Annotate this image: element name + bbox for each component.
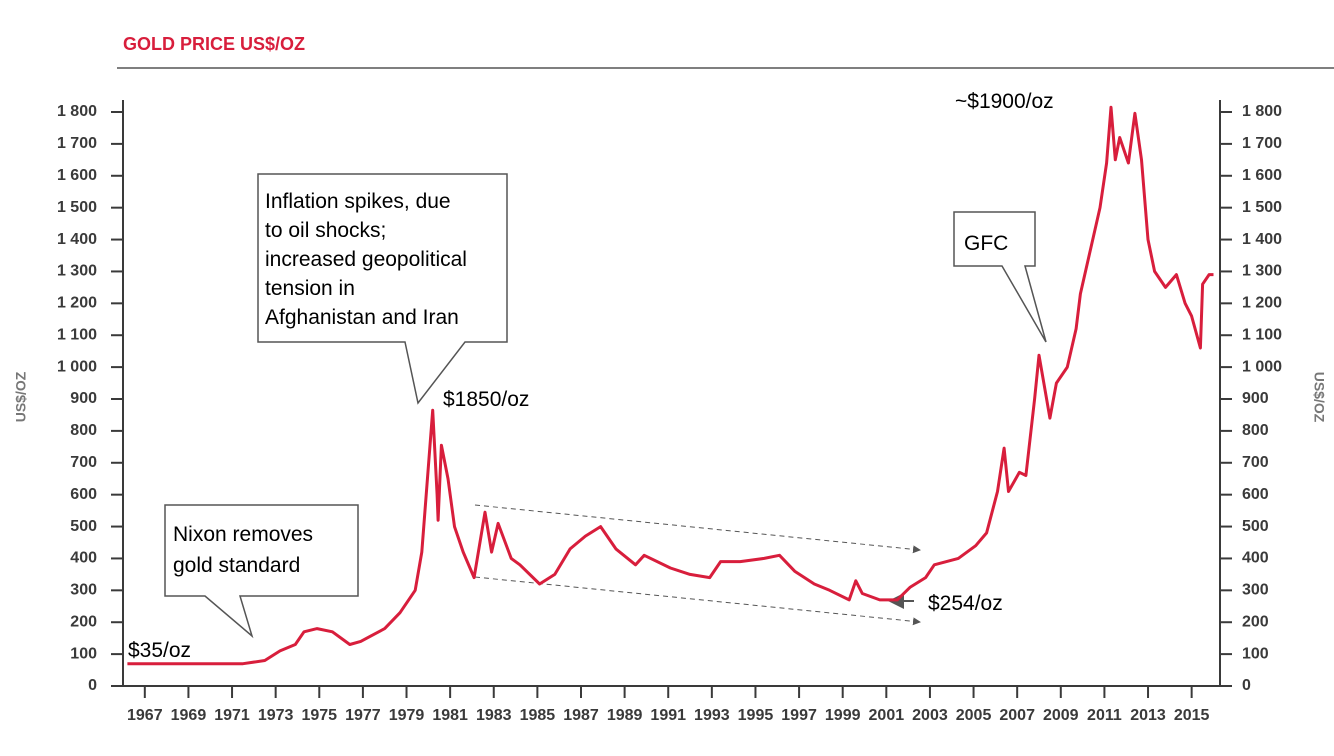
callout-box [257, 173, 508, 405]
x-tick-label: 1983 [476, 707, 512, 724]
y-tick-label: 1 600 [57, 167, 97, 184]
callout-text: Nixon removes [173, 523, 313, 546]
x-tick-label: 1997 [781, 707, 817, 724]
y-tick-label: 700 [70, 454, 97, 471]
y-tick-label: 1 100 [57, 326, 97, 343]
callout-text: gold standard [173, 554, 300, 577]
y-tick-label: 600 [70, 486, 97, 503]
x-tick-label: 2007 [999, 707, 1035, 724]
y-tick-label: 1 200 [57, 295, 97, 312]
x-tick-label: 2015 [1174, 707, 1210, 724]
callout-text: Afghanistan and Iran [265, 306, 459, 329]
annotation: $35/oz [128, 639, 191, 662]
y-tick-label: 200 [70, 613, 97, 630]
y2-tick-label: 1 100 [1242, 326, 1282, 343]
x-tick-label: 1975 [301, 707, 337, 724]
y2-tick-label: 800 [1242, 422, 1269, 439]
x-tick-label: 1979 [389, 707, 425, 724]
y2-tick-label: 100 [1242, 645, 1269, 662]
annotation: $1850/oz [443, 388, 529, 411]
y2-tick-label: 400 [1242, 550, 1269, 567]
y2-tick-label: 1 500 [1242, 199, 1282, 216]
y2-axis-label: US$/OZ [1311, 372, 1327, 423]
callout-text: Inflation spikes, due [265, 190, 451, 213]
x-tick-label: 1991 [650, 707, 686, 724]
y2-tick-label: 1 600 [1242, 167, 1282, 184]
y2-tick-label: 700 [1242, 454, 1269, 471]
trend-arrow [474, 504, 921, 554]
y-tick-label: 500 [70, 518, 97, 535]
x-tick-label: 1973 [258, 707, 294, 724]
x-tick-label: 1977 [345, 707, 381, 724]
y-tick-label: 1 000 [57, 358, 97, 375]
x-tick-label: 2009 [1043, 707, 1079, 724]
y-tick-label: 1 400 [57, 231, 97, 248]
y2-tick-label: 1 300 [1242, 263, 1282, 280]
x-tick-label: 1967 [127, 707, 163, 724]
y2-tick-label: 1 800 [1242, 103, 1282, 120]
y-axis-label: US$/OZ [13, 371, 29, 422]
y-tick-label: 1 800 [57, 103, 97, 120]
y2-tick-label: 1 400 [1242, 231, 1282, 248]
callout-text: increased geopolitical [265, 248, 467, 271]
annotation: ~$1900/oz [955, 90, 1054, 113]
x-tick-label: 1981 [432, 707, 468, 724]
x-tick-label: 1971 [214, 707, 250, 724]
x-tick-label: 1985 [520, 707, 556, 724]
x-tick-label: 2005 [956, 707, 992, 724]
chart-title: GOLD PRICE US$/OZ [123, 34, 305, 54]
y2-tick-label: 900 [1242, 390, 1269, 407]
y-tick-label: 1 500 [57, 199, 97, 216]
y2-tick-label: 1 000 [1242, 358, 1282, 375]
y-tick-label: 100 [70, 645, 97, 662]
y-tick-label: 0 [88, 677, 97, 694]
x-tick-label: 1993 [694, 707, 730, 724]
y-tick-label: 400 [70, 550, 97, 567]
callout-text: to oil shocks; [265, 219, 386, 242]
x-tick-label: 2003 [912, 707, 948, 724]
y2-tick-label: 500 [1242, 518, 1269, 535]
y2-tick-label: 1 700 [1242, 135, 1282, 152]
y2-tick-label: 600 [1242, 486, 1269, 503]
y-tick-label: 1 300 [57, 263, 97, 280]
x-tick-label: 1989 [607, 707, 643, 724]
y2-tick-label: 200 [1242, 613, 1269, 630]
x-tick-label: 2011 [1087, 707, 1122, 724]
y-tick-label: 800 [70, 422, 97, 439]
y2-tick-label: 0 [1242, 677, 1251, 694]
x-tick-label: 2013 [1130, 707, 1166, 724]
y-tick-label: 1 700 [57, 135, 97, 152]
annotation: $254/oz [928, 592, 1003, 615]
y2-tick-label: 300 [1242, 582, 1269, 599]
callout-box [164, 504, 359, 639]
x-tick-label: 1999 [825, 707, 861, 724]
callout-text: tension in [265, 277, 355, 300]
callout-box [953, 211, 1047, 343]
y-tick-label: 300 [70, 582, 97, 599]
y2-tick-label: 1 200 [1242, 295, 1282, 312]
x-tick-label: 1987 [563, 707, 599, 724]
y-tick-label: 900 [70, 390, 97, 407]
price-line [127, 105, 1214, 666]
x-tick-label: 1969 [171, 707, 207, 724]
trend-arrow [474, 576, 921, 626]
x-tick-label: 1995 [738, 707, 774, 724]
callout-text: GFC [964, 232, 1008, 255]
x-tick-label: 2001 [869, 707, 905, 724]
